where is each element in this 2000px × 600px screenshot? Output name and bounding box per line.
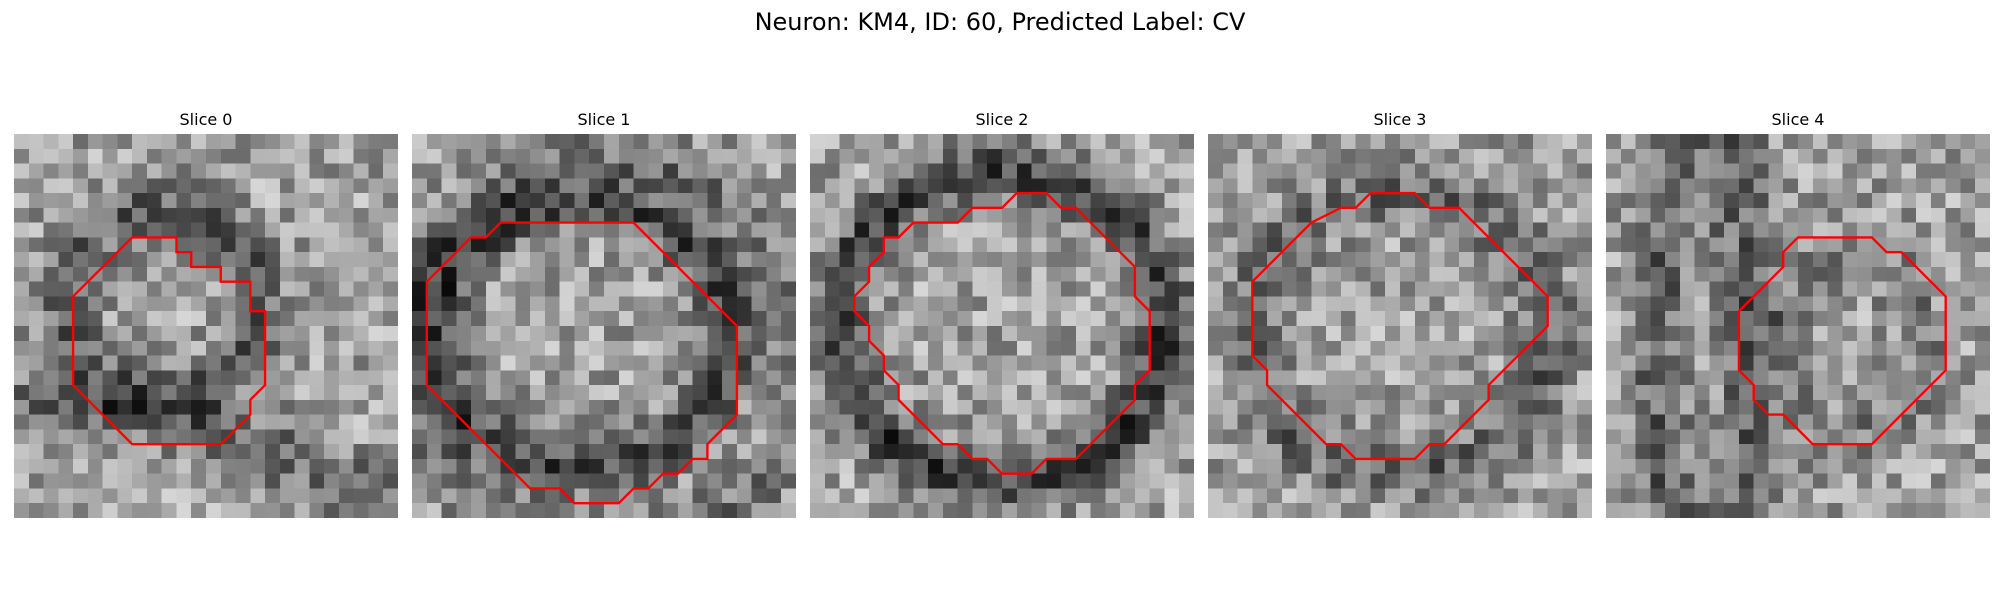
- slice-3-image: [1208, 134, 1592, 518]
- slice-1-image: [412, 134, 796, 518]
- slice-3-panel: [1208, 134, 1592, 518]
- slice-2-contour: [853, 191, 1151, 475]
- slice-4-panel: [1606, 134, 1990, 518]
- slice-2-panel: [810, 134, 1194, 518]
- slice-0-title: Slice 0: [179, 110, 233, 129]
- slice-3-title: Slice 3: [1373, 110, 1427, 129]
- slice-4-image: [1606, 134, 1990, 518]
- slice-0-contour: [71, 236, 267, 446]
- slice-2-contour-overlay: [853, 191, 1151, 475]
- slice-1-contour-overlay: [425, 221, 739, 505]
- slice-2-title: Slice 2: [975, 110, 1029, 129]
- slice-1-panel: [412, 134, 796, 518]
- slice-1-title: Slice 1: [577, 110, 631, 129]
- slice-3-contour-overlay: [1251, 191, 1549, 461]
- figure-title: Neuron: KM4, ID: 60, Predicted Label: CV: [754, 8, 1246, 36]
- slice-4-contour: [1737, 236, 1947, 446]
- slice-3-contour: [1251, 191, 1549, 461]
- slice-1-contour: [425, 221, 739, 505]
- slice-0-panel: [14, 134, 398, 518]
- slice-0-image: [14, 134, 398, 518]
- slice-2-image: [810, 134, 1194, 518]
- slice-0-contour-overlay: [71, 236, 267, 446]
- slice-4-contour-overlay: [1737, 236, 1947, 446]
- slice-4-title: Slice 4: [1771, 110, 1825, 129]
